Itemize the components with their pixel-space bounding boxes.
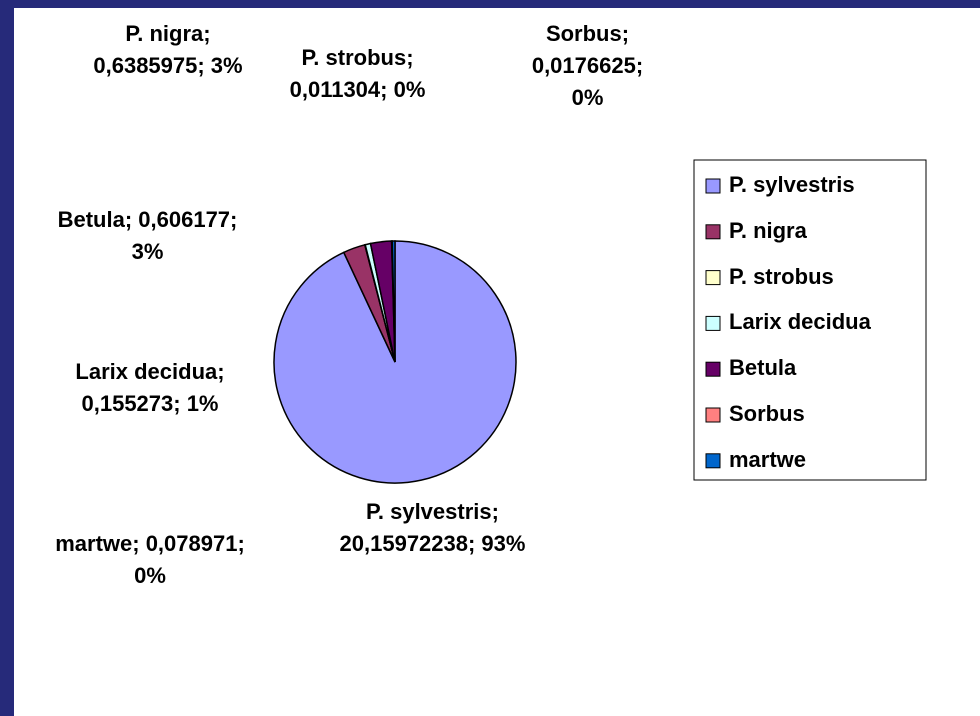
data-label: P. nigra; 0,6385975; 3% (93, 21, 243, 78)
data-label: P. sylvestris; 20,15972238; 93% (339, 499, 526, 556)
legend-swatch (705, 453, 721, 469)
data-label: P. strobus; 0,011304; 0% (289, 45, 426, 102)
legend-swatch (705, 224, 721, 240)
legend-label: P. strobus (729, 263, 834, 289)
legend-label: Sorbus (729, 401, 805, 426)
legend-label: P. sylvestris (729, 172, 855, 197)
pie-slice (391, 240, 396, 363)
data-label: Sorbus; 0,0176625; 0% (531, 21, 644, 110)
legend-label: P. nigra (729, 217, 807, 243)
data-label: martwe; 0,078971; 0% (55, 531, 245, 588)
legend-swatch (705, 315, 721, 331)
legend-box (693, 159, 927, 481)
legend-label: Larix decidua (729, 309, 871, 335)
legend-swatch (705, 361, 721, 377)
legend-swatch (705, 178, 721, 194)
legend-swatch (705, 270, 721, 286)
legend-swatch (705, 407, 721, 423)
legend-label: Betula (729, 355, 797, 381)
legend-label: martwe (729, 446, 807, 472)
data-label: Larix decidua; 0,155273; 1% (75, 359, 225, 416)
data-label: Betula; 0,606177; 3% (57, 207, 238, 264)
